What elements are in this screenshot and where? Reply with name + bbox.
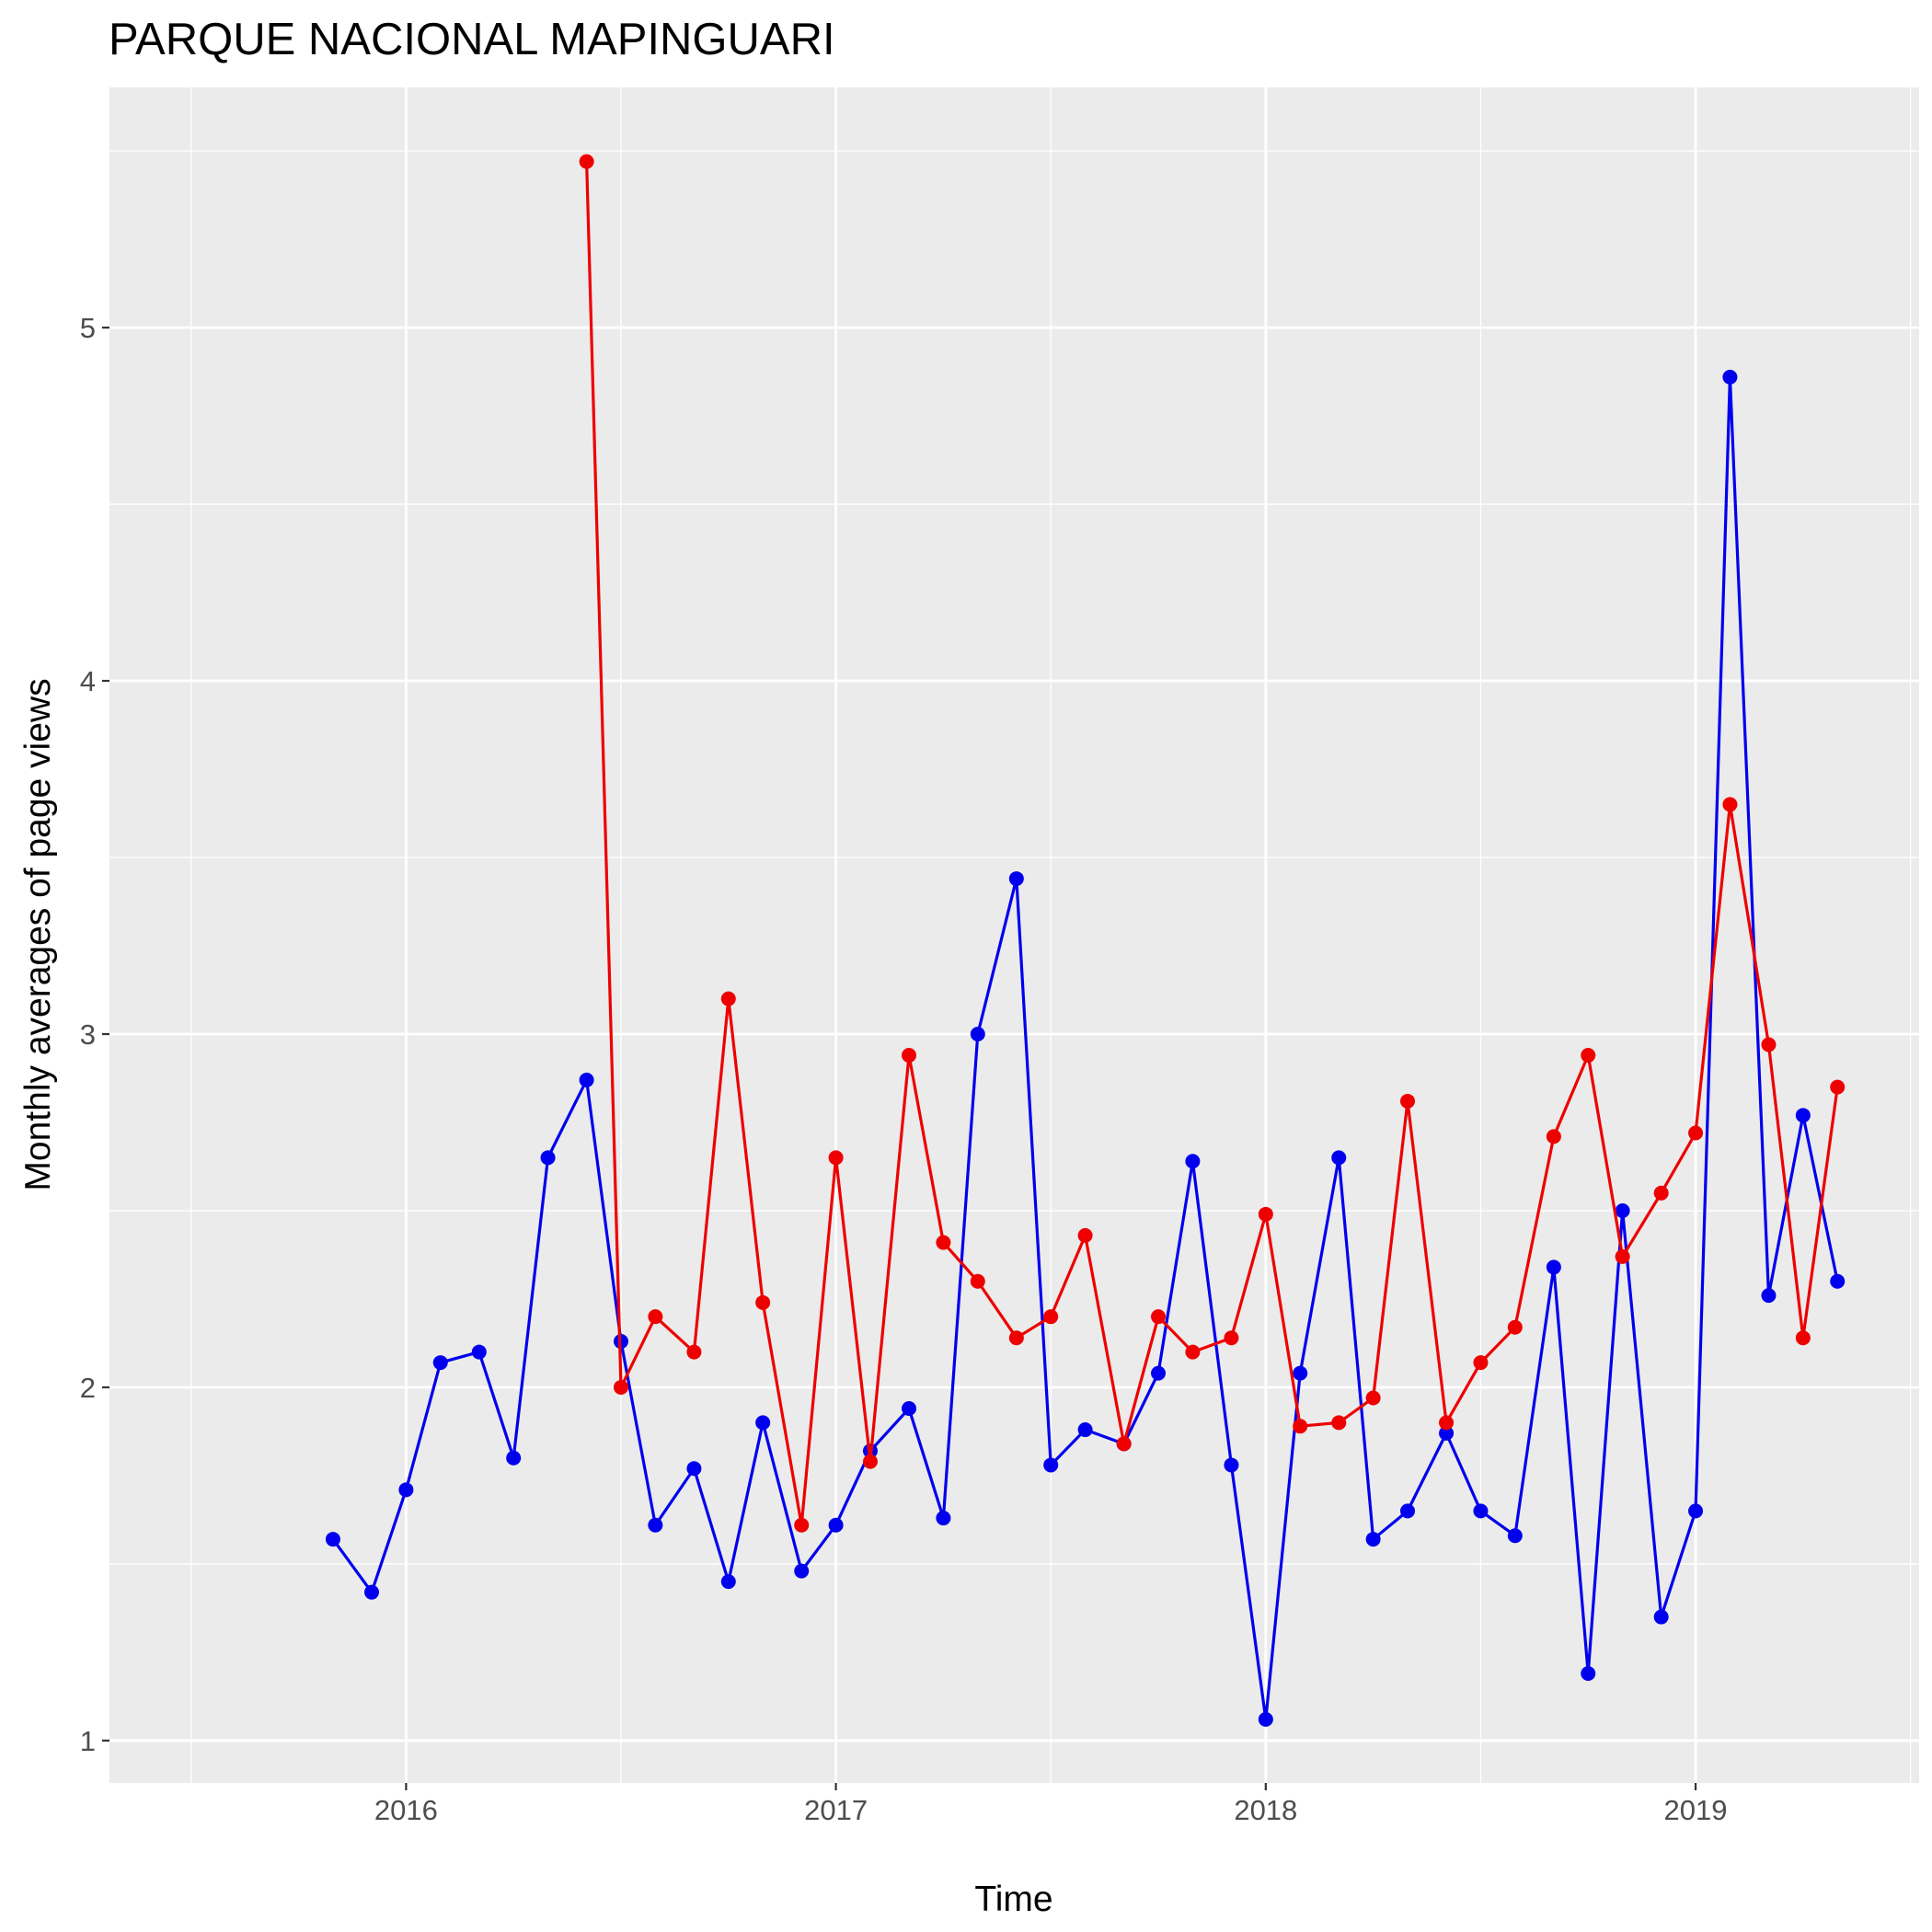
series-2-point — [686, 1344, 702, 1360]
series-2-line — [585, 161, 1839, 1527]
series-2-point — [1795, 1330, 1811, 1346]
x-axis: 2016 2017 2018 2019 — [374, 1783, 1728, 1826]
y-tick-label: 1 — [80, 1725, 96, 1757]
series-1-point — [1688, 1503, 1704, 1519]
y-tick-label: 5 — [80, 312, 96, 344]
minor-gridlines — [109, 87, 1919, 1783]
series-2-point — [936, 1235, 951, 1250]
series-1-point — [1185, 1154, 1201, 1169]
series-1-point — [364, 1584, 380, 1600]
series-2-point — [1507, 1319, 1523, 1335]
series-2-point — [828, 1150, 844, 1166]
y-tick-label: 2 — [80, 1372, 96, 1404]
series-1-point — [1830, 1273, 1846, 1289]
series-1-point — [902, 1401, 917, 1417]
series-2-point — [1116, 1436, 1132, 1452]
series-1-point — [1258, 1711, 1273, 1727]
series-1-point — [936, 1511, 951, 1526]
series-1-point — [1439, 1425, 1455, 1441]
series-1-point — [686, 1461, 702, 1477]
series-1-point — [1008, 871, 1024, 887]
series-2-point — [1077, 1227, 1093, 1243]
series-2-point — [1615, 1248, 1630, 1264]
x-tick-label: 2018 — [1234, 1794, 1297, 1826]
series-1-point — [1224, 1457, 1239, 1473]
series-1-point — [1722, 369, 1738, 385]
series-2-point — [1185, 1344, 1201, 1360]
series-1-point — [648, 1517, 663, 1533]
x-tick-label: 2019 — [1664, 1794, 1728, 1826]
series-1-point — [1795, 1108, 1811, 1123]
chart-title: PARQUE NACIONAL MAPINGUARI — [109, 15, 835, 64]
series-2-point — [1688, 1125, 1704, 1141]
series-2-point — [1365, 1390, 1381, 1406]
series-1-point — [1507, 1528, 1523, 1544]
series-2-point — [1331, 1415, 1347, 1431]
series-layer — [325, 154, 1846, 1727]
series-1-point — [794, 1563, 810, 1579]
series-1-point — [1653, 1609, 1669, 1625]
y-axis-title: Monthly averages of page views — [18, 678, 58, 1190]
series-1-point — [1546, 1259, 1561, 1275]
series-2-point — [1722, 797, 1738, 812]
series-1-point — [579, 1072, 594, 1087]
series-2-point — [794, 1517, 810, 1533]
series-2-point — [1473, 1355, 1489, 1371]
series-2-point — [1653, 1185, 1669, 1201]
series-2-point — [970, 1273, 985, 1289]
series-1-point — [432, 1355, 448, 1371]
y-tick-label: 4 — [80, 665, 96, 697]
y-axis: 1 2 3 4 5 — [80, 312, 109, 1757]
series-1-point — [325, 1532, 340, 1547]
series-1-point — [540, 1150, 556, 1166]
series-2-point — [720, 991, 736, 1006]
series-1-point — [1581, 1665, 1596, 1681]
series-2-point — [1151, 1309, 1167, 1325]
series-1-point — [398, 1482, 414, 1498]
series-2-point — [648, 1309, 663, 1325]
series-2-point — [1581, 1048, 1596, 1064]
series-1-point — [1761, 1288, 1777, 1304]
series-1-point — [1615, 1202, 1630, 1218]
series-1-point — [1331, 1150, 1347, 1166]
x-tick-label: 2016 — [374, 1794, 438, 1826]
series-1-point — [1473, 1503, 1489, 1519]
series-1-point — [1043, 1457, 1059, 1473]
series-2-point — [613, 1379, 628, 1395]
series-2-point — [1546, 1129, 1561, 1144]
series-2-point — [1043, 1309, 1059, 1325]
series-2-point — [1761, 1037, 1777, 1052]
series-2-point — [1400, 1093, 1416, 1109]
series-2-point — [579, 154, 594, 169]
series-1-point — [506, 1450, 522, 1466]
series-2-point — [902, 1048, 917, 1064]
series-1-point — [755, 1415, 771, 1431]
series-2-point — [1439, 1415, 1455, 1431]
series-1-point — [1400, 1503, 1416, 1519]
series-1-point — [970, 1027, 985, 1042]
series-2-point — [1293, 1419, 1308, 1434]
series-1-point — [471, 1344, 487, 1360]
series-2-point — [1224, 1330, 1239, 1346]
plot-panel — [109, 87, 1919, 1783]
y-tick-label: 3 — [80, 1018, 96, 1051]
series-2-point — [1008, 1330, 1024, 1346]
series-1-point — [1077, 1422, 1093, 1438]
series-2-point — [1258, 1206, 1273, 1222]
series-2-point — [862, 1454, 878, 1469]
x-tick-label: 2017 — [804, 1794, 868, 1826]
series-1-point — [720, 1574, 736, 1590]
series-2-point — [1830, 1079, 1846, 1095]
series-1-point — [1293, 1365, 1308, 1381]
x-axis-title: Time — [974, 1880, 1052, 1919]
series-1-point — [1365, 1532, 1381, 1547]
series-2-point — [755, 1294, 771, 1310]
series-1-point — [828, 1517, 844, 1533]
series-1-point — [1151, 1365, 1167, 1381]
